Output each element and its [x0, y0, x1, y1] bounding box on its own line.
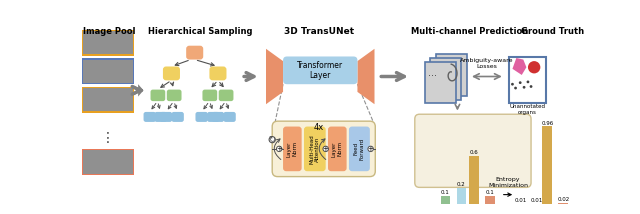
Circle shape [528, 61, 540, 73]
FancyBboxPatch shape [209, 67, 227, 80]
Text: 0.6: 0.6 [470, 150, 478, 155]
Text: Transformer
Layer: Transformer Layer [297, 61, 343, 80]
Text: +: + [368, 146, 374, 152]
Bar [83, 150, 132, 174]
Circle shape [523, 86, 525, 89]
Text: ⋮: ⋮ [101, 131, 115, 145]
Bar [425, 62, 456, 103]
Text: 0.96: 0.96 [541, 120, 554, 126]
Text: 0.2: 0.2 [457, 182, 466, 187]
Text: +: + [323, 146, 328, 152]
FancyBboxPatch shape [283, 126, 301, 171]
Text: ↻: ↻ [269, 135, 276, 144]
Bar [456, 188, 467, 204]
Text: Entropy
Minimization: Entropy Minimization [488, 177, 528, 188]
Bar [440, 196, 451, 204]
FancyBboxPatch shape [167, 90, 182, 101]
Text: 0.01: 0.01 [515, 198, 527, 203]
FancyBboxPatch shape [150, 90, 165, 101]
Bar [430, 58, 461, 100]
Circle shape [269, 137, 275, 143]
Bar [81, 86, 134, 113]
FancyBboxPatch shape [186, 46, 204, 59]
FancyBboxPatch shape [172, 112, 184, 122]
Bar [81, 58, 134, 84]
FancyBboxPatch shape [219, 90, 234, 101]
FancyBboxPatch shape [272, 121, 375, 177]
FancyBboxPatch shape [163, 67, 180, 80]
Text: Unannotated
organs: Unannotated organs [509, 104, 545, 115]
FancyBboxPatch shape [207, 112, 220, 122]
Circle shape [514, 87, 517, 89]
Text: 0.02: 0.02 [557, 197, 570, 202]
Bar [559, 203, 568, 204]
Bar [83, 88, 132, 111]
FancyBboxPatch shape [415, 114, 531, 187]
Text: 0.1: 0.1 [486, 190, 495, 195]
Polygon shape [513, 58, 527, 75]
FancyBboxPatch shape [328, 126, 347, 171]
Bar [83, 59, 132, 83]
FancyBboxPatch shape [154, 112, 167, 122]
FancyBboxPatch shape [223, 112, 236, 122]
Polygon shape [138, 84, 143, 97]
FancyBboxPatch shape [143, 112, 156, 122]
Circle shape [323, 146, 328, 152]
Bar [83, 31, 132, 54]
Circle shape [276, 146, 282, 152]
Text: Multi-channel Prediction: Multi-channel Prediction [412, 27, 529, 36]
Circle shape [530, 85, 532, 88]
Circle shape [519, 81, 522, 84]
Text: 4x: 4x [314, 123, 324, 132]
Circle shape [368, 146, 373, 152]
FancyBboxPatch shape [349, 126, 370, 171]
Polygon shape [358, 49, 374, 104]
FancyBboxPatch shape [283, 56, 358, 84]
FancyBboxPatch shape [160, 112, 172, 122]
FancyBboxPatch shape [202, 90, 217, 101]
Bar [81, 30, 134, 56]
Text: Image Pool: Image Pool [83, 27, 136, 36]
Text: Layer
Norm: Layer Norm [332, 141, 342, 157]
Text: 3D TransUNet: 3D TransUNet [284, 27, 354, 36]
Text: +: + [276, 146, 282, 152]
Polygon shape [266, 49, 283, 104]
Bar [542, 126, 552, 204]
Text: ...: ... [428, 68, 437, 78]
Bar [485, 196, 495, 204]
Bar [436, 54, 467, 96]
Text: Hierarchical Sampling: Hierarchical Sampling [148, 27, 252, 36]
Bar [509, 57, 546, 103]
Text: Ambiguity-aware
Losses: Ambiguity-aware Losses [460, 58, 514, 69]
FancyBboxPatch shape [195, 112, 208, 122]
Circle shape [527, 80, 529, 83]
Text: Feed
Forward: Feed Forward [354, 138, 364, 160]
Text: Ground Truth: Ground Truth [521, 27, 584, 36]
Text: 0.1: 0.1 [441, 190, 450, 195]
FancyBboxPatch shape [304, 126, 326, 171]
Text: 0.01: 0.01 [531, 198, 543, 203]
Bar [81, 149, 134, 175]
FancyBboxPatch shape [212, 112, 224, 122]
Bar [469, 156, 479, 204]
Text: Layer
Norm: Layer Norm [287, 141, 298, 157]
Circle shape [511, 83, 514, 86]
Text: Multi-Head
Attention: Multi-Head Attention [309, 134, 320, 164]
